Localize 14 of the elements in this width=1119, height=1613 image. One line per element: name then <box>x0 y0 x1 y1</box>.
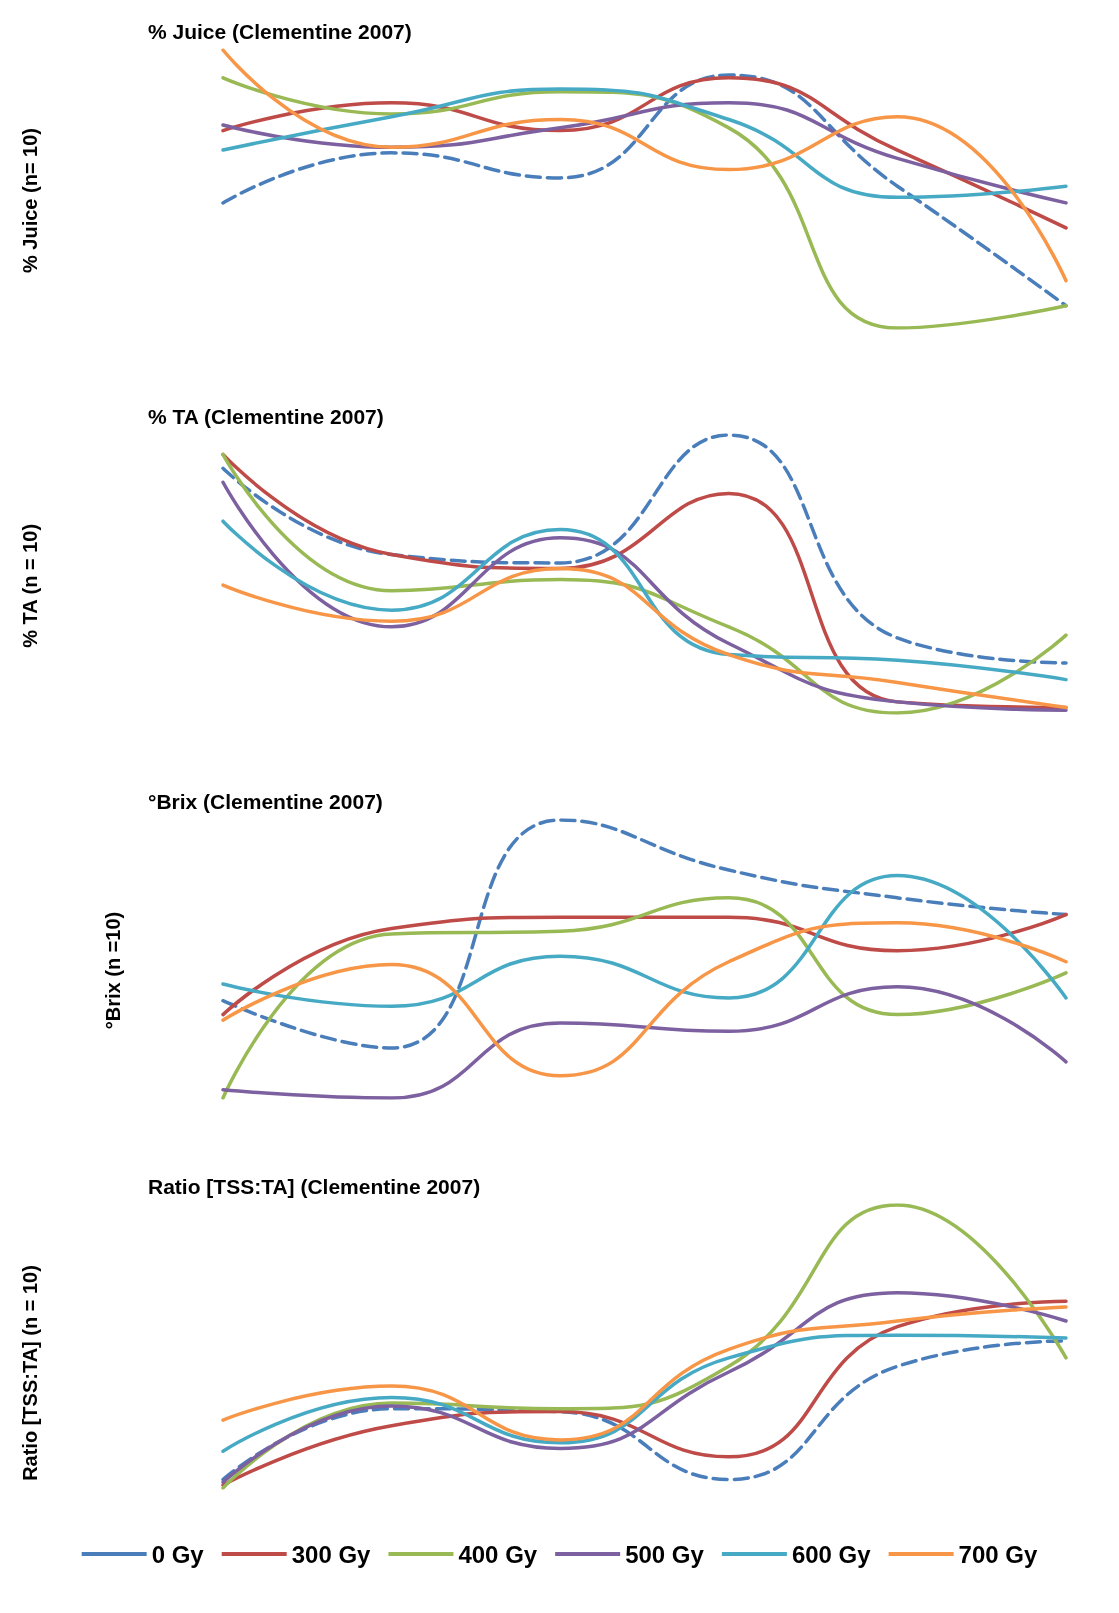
y-axis-title: °Brix (n =10) <box>102 911 124 1030</box>
legend-label: 0 Gy <box>151 1540 205 1568</box>
chart-title: % TA (Clementine 2007) <box>148 405 384 428</box>
y-axis-title: Ratio [TSS:TA] (n = 10) <box>19 1265 41 1481</box>
chart-title: °Brix (Clementine 2007) <box>148 790 383 813</box>
chart-title: % Juice (Clementine 2007) <box>148 20 412 43</box>
legend-label: 400 Gy <box>458 1540 538 1568</box>
legend-label: 300 Gy <box>291 1540 372 1568</box>
legend-label: 600 Gy <box>791 1540 872 1568</box>
legend-label: 500 Gy <box>625 1540 705 1568</box>
legend-label: 700 Gy <box>958 1540 1038 1568</box>
y-axis-title: % TA (n = 10) <box>19 523 41 648</box>
chart-title: Ratio [TSS:TA] (Clementine 2007) <box>148 1175 481 1198</box>
y-axis-title: % Juice (n= 10) <box>19 127 41 274</box>
